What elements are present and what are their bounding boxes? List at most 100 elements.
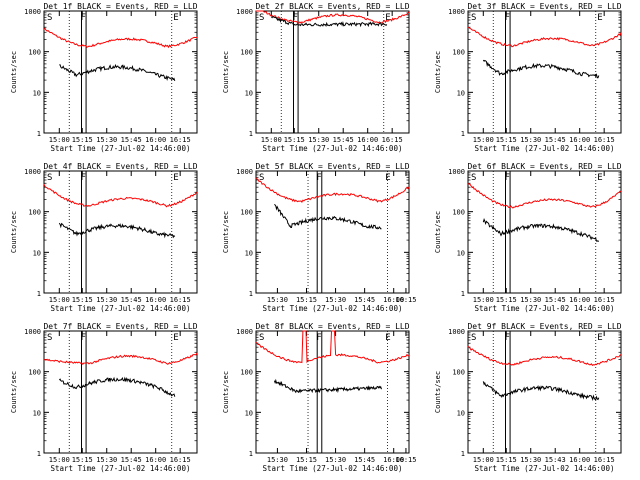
- y-tick-label: 10: [33, 249, 41, 257]
- x-tick-label: 15:00: [473, 296, 494, 304]
- plot-frame: [255, 330, 410, 454]
- x-axis-label: Start Time (27-Jul-02 14:46:00): [263, 304, 403, 313]
- y-axis-label: Counts/sec: [10, 51, 18, 93]
- y-axis-label: Counts/sec: [222, 211, 230, 253]
- series-line-lld: [467, 26, 622, 48]
- plot-frame: [255, 10, 410, 134]
- x-tick-label: 15:30: [325, 296, 346, 304]
- flare-marker: F: [80, 13, 85, 23]
- x-tick-label: 15:00: [261, 136, 282, 144]
- flare-marker: F: [316, 173, 321, 183]
- x-axis-label: Start Time (27-Jul-02 14:46:00): [263, 464, 403, 473]
- x-tick-label: 16:00: [383, 456, 404, 464]
- y-axis-label: Counts/sec: [434, 371, 442, 413]
- panel-title: Det 7f BLACK = Events, RED = LLD: [43, 322, 197, 331]
- x-tick-label: 15:00: [49, 296, 70, 304]
- panel-det-1: Det 1f BLACK = Events, RED = LLD 1 10 100 10…: [10, 2, 198, 153]
- y-tick-label: 100: [452, 369, 465, 377]
- x-tick-label: 16:15: [170, 136, 191, 144]
- x-tick-label: 16:00: [357, 136, 378, 144]
- y-tick-label: 100: [28, 369, 41, 377]
- y-tick-label: 1: [249, 450, 253, 458]
- y-tick-label: 1000: [24, 8, 41, 16]
- panel-det-9: Det 9f BLACK = Events, RED = LLD 1 10 100 10…: [434, 322, 622, 473]
- x-tick-label: 15:30: [520, 296, 541, 304]
- x-tick-label: 16:15: [170, 456, 191, 464]
- x-tick-label: 15:45: [354, 296, 375, 304]
- panel-det-5: Det 5f BLACK = Events, RED = LLD 1 10 100 10…: [222, 162, 416, 313]
- y-axis-label: Counts/sec: [434, 51, 442, 93]
- plot-frame: [467, 170, 622, 294]
- x-tick-label: 15:15: [72, 456, 93, 464]
- x-axis-label: Start Time (27-Jul-02 14:46:00): [475, 304, 615, 313]
- y-tick-label: 1: [37, 290, 41, 298]
- x-tick-label: 15:15: [72, 136, 93, 144]
- panel-title: Det 9f BLACK = Events, RED = LLD: [467, 322, 621, 331]
- end-marker: E: [597, 333, 602, 343]
- y-tick-label: 1000: [448, 8, 465, 16]
- y-tick-label: 1000: [448, 328, 465, 336]
- start-marker: S: [47, 173, 52, 183]
- x-tick-label: 15:15: [496, 296, 517, 304]
- panel-det-6: Det 6f BLACK = Events, RED = LLD 1 10 100 10…: [434, 162, 622, 313]
- x-tick-label: 15:45: [545, 296, 566, 304]
- y-axis-label: Counts/sec: [222, 51, 230, 93]
- flare-marker: F: [504, 13, 509, 23]
- plot-frame: [43, 170, 198, 294]
- y-tick-label: 10: [33, 409, 41, 417]
- x-tick-label: 15:15: [72, 296, 93, 304]
- series-line-events: [270, 15, 388, 28]
- y-tick-label: 10: [245, 89, 253, 97]
- end-marker: E: [173, 13, 178, 23]
- series-line-lld: [43, 27, 198, 49]
- x-tick-label: 16:15: [395, 296, 416, 304]
- y-tick-label: 1000: [24, 328, 41, 336]
- x-tick-label: 15:43: [545, 456, 566, 464]
- x-tick-label: 15:00: [49, 456, 70, 464]
- series-line-events: [482, 218, 600, 243]
- x-tick-label: 15:15: [296, 456, 317, 464]
- x-tick-label: 15:45: [121, 296, 142, 304]
- x-tick-label: 15:45: [545, 136, 566, 144]
- x-tick-label: 15:30: [96, 296, 117, 304]
- x-axis-label: Start Time (27-Jul-02 14:46:00): [475, 464, 615, 473]
- y-tick-label: 10: [457, 89, 465, 97]
- y-tick-label: 100: [28, 49, 41, 57]
- x-tick-label: 15:45: [121, 456, 142, 464]
- x-tick-label: 16:15: [395, 456, 416, 464]
- x-tick-label: 16:15: [594, 296, 615, 304]
- end-marker: E: [385, 173, 390, 183]
- y-tick-label: 100: [28, 209, 41, 217]
- panel-det-4: Det 4f BLACK = Events, RED = LLD 1 10 100 10…: [10, 162, 198, 313]
- y-tick-label: 100: [240, 369, 253, 377]
- y-tick-label: 1: [37, 130, 41, 138]
- plot-frame: [43, 10, 198, 134]
- panel-title: Det 1f BLACK = Events, RED = LLD: [43, 2, 197, 11]
- series-line-events: [274, 203, 382, 230]
- panel-title: Det 2f BLACK = Events, RED = LLD: [255, 2, 409, 11]
- y-tick-label: 1: [37, 450, 41, 458]
- flare-marker: F: [292, 13, 297, 23]
- x-tick-label: 16:00: [145, 456, 166, 464]
- y-axis-label: Counts/sec: [10, 211, 18, 253]
- y-tick-label: 1: [249, 290, 253, 298]
- x-tick-label: 16:15: [382, 136, 403, 144]
- panel-title: Det 5f BLACK = Events, RED = LLD: [255, 162, 409, 171]
- plot-frame: [467, 10, 622, 134]
- start-marker: S: [471, 13, 476, 23]
- y-tick-label: 1: [461, 290, 465, 298]
- flare-marker: F: [316, 333, 321, 343]
- y-tick-label: 1: [461, 130, 465, 138]
- x-axis-label: Start Time (27-Jul-02 14:46:00): [51, 304, 191, 313]
- series-line-lld: [255, 177, 410, 203]
- x-tick-label: 15:00: [49, 136, 70, 144]
- series-line-events: [482, 381, 600, 402]
- series-line-events: [59, 63, 176, 82]
- x-tick-label: 15:45: [333, 136, 354, 144]
- x-tick-label: 15:45: [354, 456, 375, 464]
- end-marker: E: [385, 333, 390, 343]
- y-tick-label: 1: [461, 450, 465, 458]
- end-marker: E: [597, 173, 602, 183]
- flare-marker: F: [504, 173, 509, 183]
